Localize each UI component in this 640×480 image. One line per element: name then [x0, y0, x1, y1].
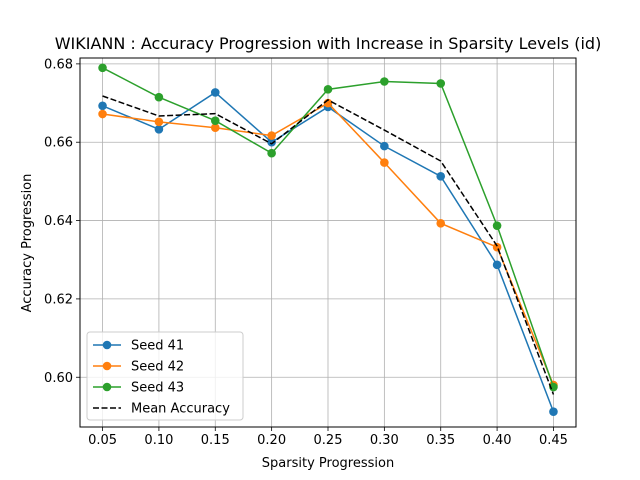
y-tick-label: 0.64	[44, 214, 73, 229]
legend-entry-mean-accuracy: Mean Accuracy	[93, 402, 230, 417]
x-tick-label: 0.30	[370, 433, 399, 448]
x-tick-label: 0.05	[88, 433, 117, 448]
y-tick-label: 0.62	[44, 292, 73, 307]
x-tick-label: 0.15	[201, 433, 230, 448]
data-point-seed-43	[436, 79, 446, 88]
y-axis-label: Accuracy Progression	[20, 174, 35, 313]
legend-label: Seed 41	[131, 339, 184, 354]
data-point-seed-41	[154, 124, 164, 134]
data-point-seed-41	[436, 171, 446, 181]
legend-entry-seed-42: Seed 42	[93, 360, 184, 375]
y-tick-label: 0.68	[44, 57, 73, 72]
x-tick-label: 0.45	[539, 433, 568, 448]
grid	[80, 58, 576, 427]
data-point-seed-43	[380, 77, 389, 86]
x-axis-ticks: 0.05 0.10 0.15 0.20 0.25 0.30 0.35 0.40 0.45	[88, 427, 568, 448]
data-point-seed-42	[267, 131, 276, 140]
legend-label: Seed 43	[131, 381, 184, 396]
x-tick-label: 0.35	[426, 433, 455, 448]
y-axis-ticks: 0.60 0.62 0.64 0.66 0.68	[44, 57, 80, 386]
legend-marker-swatch	[102, 382, 112, 392]
data-point-seed-42	[492, 242, 502, 252]
legend: Seed 41 Seed 42 Seed 43 Mean Accuracy	[86, 331, 244, 421]
data-point-seed-42	[436, 219, 446, 228]
legend-marker-swatch	[102, 361, 112, 371]
data-point-seed-43	[323, 85, 333, 94]
data-point-seed-42	[380, 158, 389, 167]
data-point-seed-41	[549, 407, 558, 417]
data-point-seed-41	[210, 88, 220, 97]
legend-marker-swatch	[102, 340, 112, 350]
data-point-seed-43	[210, 116, 220, 125]
legend-entry-seed-41: Seed 41	[93, 339, 184, 354]
x-tick-label: 0.20	[257, 433, 286, 448]
series-mean-accuracy	[102, 95, 555, 395]
legend-label: Mean Accuracy	[131, 402, 230, 417]
x-axis-label: Sparsity Progression	[262, 456, 394, 471]
data-point-seed-43	[98, 63, 107, 73]
data-point-seed-43	[492, 221, 502, 230]
chart-title: WIKIANN : Accuracy Progression with Incr…	[55, 34, 602, 53]
data-point-seed-42	[154, 117, 164, 127]
data-point-seed-41	[492, 260, 502, 270]
legend-entry-seed-43: Seed 43	[93, 381, 184, 396]
legend-label: Seed 42	[131, 360, 184, 375]
data-point-seed-42	[98, 109, 107, 119]
data-point-seed-43	[154, 92, 164, 102]
y-tick-label: 0.60	[44, 371, 73, 386]
x-tick-label: 0.10	[144, 433, 173, 448]
x-tick-label: 0.40	[483, 433, 512, 448]
data-point-seed-41	[380, 141, 389, 151]
series-lines	[98, 63, 558, 417]
series-seed-43	[98, 63, 558, 392]
x-tick-label: 0.25	[314, 433, 343, 448]
legend-box	[86, 331, 244, 421]
data-point-seed-43	[267, 148, 276, 158]
series-line-mean-accuracy	[102, 95, 555, 395]
data-point-seed-42	[210, 123, 220, 133]
y-tick-label: 0.66	[44, 136, 73, 151]
data-point-seed-41	[98, 101, 107, 111]
data-point-seed-41	[267, 137, 276, 147]
